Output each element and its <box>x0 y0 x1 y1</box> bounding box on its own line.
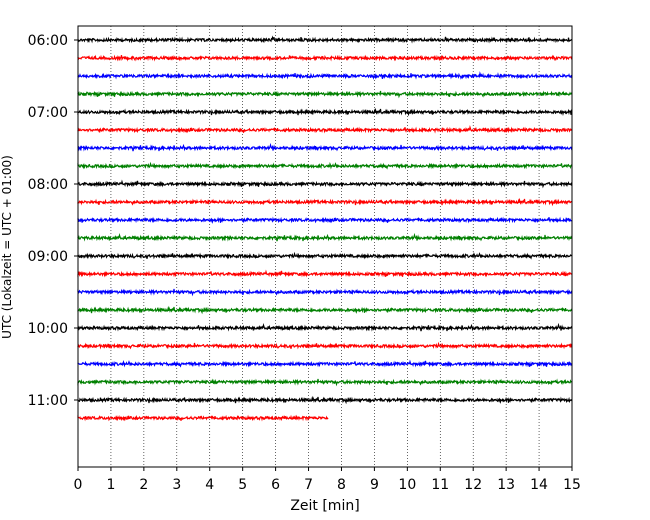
trace-1000 <box>77 322 573 332</box>
trace-0600 <box>77 35 573 44</box>
trace-0845 <box>77 232 573 242</box>
trace-0815 <box>77 197 573 207</box>
y-tick-label-0800: 08:00 <box>28 177 68 193</box>
x-tick-label-3: 3 <box>172 477 181 493</box>
x-tick-label-13: 13 <box>497 477 515 493</box>
x-tick-label-12: 12 <box>464 477 482 493</box>
trace-0715 <box>77 125 573 134</box>
trace-0830 <box>77 216 573 225</box>
y-tick-label-1000: 10:00 <box>28 321 68 337</box>
trace-0615 <box>77 54 573 62</box>
x-tick-label-6: 6 <box>271 477 280 493</box>
x-tick-label-9: 9 <box>370 477 379 493</box>
trace-1115 <box>77 414 329 422</box>
x-tick-label-2: 2 <box>139 477 148 493</box>
x-tick-label-11: 11 <box>431 477 449 493</box>
x-tick-label-7: 7 <box>304 477 313 493</box>
trace-lines <box>77 35 573 422</box>
trace-0745 <box>77 161 573 170</box>
trace-0645 <box>77 90 573 99</box>
trace-0945 <box>77 305 573 315</box>
x-tick-label-10: 10 <box>398 477 416 493</box>
trace-0930 <box>77 288 573 297</box>
x-tick-label-8: 8 <box>337 477 346 493</box>
x-axis-ticks: 0 1 2 3 4 5 6 7 8 9 10 11 12 13 14 15 <box>74 467 581 493</box>
y-tick-label-0900: 09:00 <box>28 249 68 265</box>
trace-1015 <box>77 341 573 350</box>
trace-0700 <box>77 107 573 117</box>
y-tick-label-0700: 07:00 <box>28 105 68 121</box>
x-tick-label-1: 1 <box>106 477 115 493</box>
x-axis-label: Zeit [min] <box>290 498 359 514</box>
trace-0730 <box>77 142 573 152</box>
x-tick-label-4: 4 <box>205 477 214 493</box>
y-tick-label-1100: 11:00 <box>28 393 68 409</box>
x-tick-label-0: 0 <box>74 477 83 493</box>
y-axis-label: UTC (Lokalzeit = UTC + 01:00) <box>0 155 14 339</box>
trace-0630 <box>77 71 573 80</box>
x-tick-label-5: 5 <box>238 477 247 493</box>
trace-0915 <box>77 269 573 278</box>
trace-1045 <box>77 378 573 387</box>
x-tick-label-15: 15 <box>563 477 581 493</box>
trace-1030 <box>77 359 573 368</box>
plot-frame <box>77 25 573 468</box>
y-tick-label-0600: 06:00 <box>28 33 68 49</box>
y-axis-ticks: 06:00 07:00 08:00 09:00 10:00 11:00 <box>28 33 78 409</box>
trace-0800 <box>77 179 573 189</box>
x-tick-label-14: 14 <box>530 477 548 493</box>
trace-1100 <box>77 395 573 405</box>
trace-0900 <box>77 251 573 260</box>
